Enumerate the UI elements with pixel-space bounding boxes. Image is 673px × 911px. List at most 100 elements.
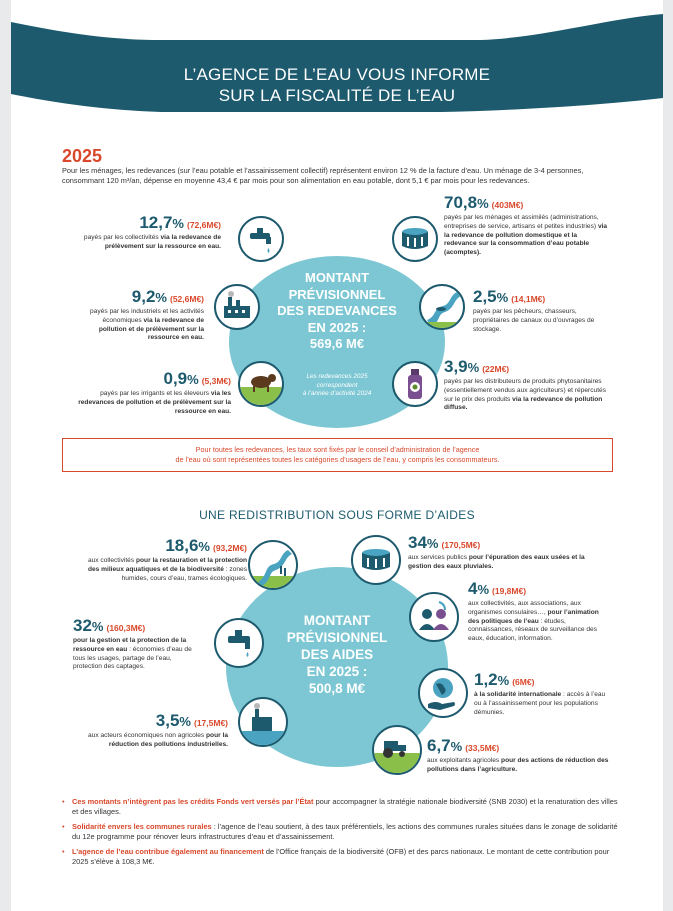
item-percent: 32 xyxy=(73,616,92,635)
item-percent: 34 xyxy=(408,533,427,552)
center-line: MONTANT xyxy=(304,270,370,285)
item-text-tail: : accès à l’eau ou à l’assainissement po… xyxy=(474,691,606,716)
item-percent: 3,9 xyxy=(444,357,468,376)
center-total: 500,8 M€ xyxy=(308,681,366,696)
redevances-center-text: MONTANT PRÉVISIONNEL DES REDEVANCES EN 2… xyxy=(229,270,445,353)
footnote-text: pour accompagner la stratégie nationale … xyxy=(72,797,618,816)
item-text-bold: pour l’animation des politiques de l’eau xyxy=(468,608,599,625)
item-text-tail: : études, connaissances, réseaux de surv… xyxy=(468,617,598,643)
item-amount: (72,6M€) xyxy=(186,220,221,230)
percent-sign: % xyxy=(477,582,490,597)
center-line: DES REDEVANCES xyxy=(277,303,397,318)
item-text: aux collectivités, aux associations, aux… xyxy=(468,600,581,616)
treatment-tank-icon xyxy=(351,535,401,585)
title-line-1: L’AGENCE DE L’EAU VOUS INFORME xyxy=(183,65,491,84)
pesticide-bottle-icon xyxy=(392,361,438,407)
river-restoration-icon xyxy=(248,540,298,590)
center-line: PRÉVISIONNEL xyxy=(286,630,388,645)
item-text: aux exploitants agricoles xyxy=(427,757,502,764)
footnote-item: • Ces montants n’intègrent pas les crédit… xyxy=(62,797,618,816)
center-total: 569,6 M€ xyxy=(309,336,365,351)
note-line: à l’année d’activité 2024 xyxy=(302,390,372,397)
item-percent: 18,6 xyxy=(165,536,199,555)
item-text: payés par les pêcheurs, chasseurs, propr… xyxy=(473,308,595,333)
note-line: Les redevances 2025 xyxy=(306,373,368,380)
aide-item-industriels: 3,5% (17,5M€) aux acteurs économiques non… xyxy=(73,712,228,750)
item-text-tail: : zones humides, cours d’eau, trames éco… xyxy=(121,565,247,582)
percent-sign: % xyxy=(450,739,463,754)
item-percent: 70,8 xyxy=(444,193,478,212)
banner-wave xyxy=(11,0,663,118)
item-percent: 4 xyxy=(468,579,478,598)
item-amount: (5,3M€) xyxy=(201,376,231,386)
item-percent: 2,5 xyxy=(473,287,497,306)
redevance-item-pecheurs: 2,5% (14,1M€) payés par les pêcheurs, cha… xyxy=(473,288,611,334)
globe-hand-icon xyxy=(418,668,468,718)
item-text: payés par les ménages et assimilés (admi… xyxy=(444,214,599,230)
year-heading: 2025 xyxy=(62,146,103,166)
item-text-bold: via la redevance de pollution et de prél… xyxy=(98,316,204,342)
item-amount: (6M€) xyxy=(512,677,535,687)
percent-sign: % xyxy=(496,290,509,305)
center-line: MONTANT xyxy=(303,613,371,628)
item-amount: (160,3M€) xyxy=(106,623,146,633)
item-amount: (14,1M€) xyxy=(511,294,546,304)
redevances-note: Les redevances 2025 correspondent à l’an… xyxy=(229,373,445,399)
note-line: correspondent xyxy=(316,381,358,389)
item-percent: 1,2 xyxy=(474,670,498,689)
aide-item-solidarite: 1,2% (6M€) à la solidarité internationale… xyxy=(474,671,611,717)
aide-item-animation: 4% (19,8M€) aux collectivités, aux associ… xyxy=(468,580,611,644)
footnote-item: • L’agence de l’eau contribue également a… xyxy=(62,847,610,866)
item-percent: 0,9 xyxy=(163,369,188,388)
item-amount: (93,2M€) xyxy=(212,543,247,553)
intro-text: Pour les ménages, les redevances (sur l’… xyxy=(62,166,584,186)
aides-section-title: UNE REDISTRIBUTION SOUS FORME D’AIDES xyxy=(199,508,475,522)
page: L’AGENCE DE L’EAU VOUS INFORME SUR LA FI… xyxy=(11,0,663,911)
percent-sign: % xyxy=(187,372,199,387)
item-text-bold: pour la gestion et la protection de la r… xyxy=(73,637,187,653)
item-amount: (17,5M€) xyxy=(193,718,228,728)
item-percent: 12,7 xyxy=(139,213,173,232)
item-text-bold: pour l’épuration des eaux usées et la ge… xyxy=(408,554,585,570)
redevance-item-irrigants: 0,9% (5,3M€) payés par les irrigants et l… xyxy=(73,370,231,416)
item-text: aux collectivités xyxy=(87,557,136,564)
aide-item-epuration: 34% (170,5M€) aux services publics pour l… xyxy=(408,534,608,572)
aide-item-agriculture: 6,7% (33,5M€) aux exploitants agricoles p… xyxy=(427,737,617,775)
fish-river-icon xyxy=(419,284,465,330)
aide-item-ressource: 32% (160,3M€) pour la gestion et la prote… xyxy=(73,617,201,672)
percent-sign: % xyxy=(91,619,104,634)
item-text-bold: via la redevance de pollution diffuse. xyxy=(444,395,603,412)
redevance-item-menages: 70,8% (403M€) payés par les ménages et as… xyxy=(444,194,610,258)
aide-item-milieux: 18,6% (93,2M€) aux collectivités pour la … xyxy=(77,537,247,583)
item-percent: 6,7 xyxy=(427,736,451,755)
percent-sign: % xyxy=(467,360,480,375)
item-text-tail: : économies d’eau de tous les usages, pa… xyxy=(73,645,192,671)
item-text: aux services publics xyxy=(408,554,469,561)
page-title: L’AGENCE DE L’EAU VOUS INFORME SUR LA FI… xyxy=(11,64,663,106)
water-tap-icon xyxy=(214,618,264,668)
redevance-item-industriels: 9,2% (52,6M€) payés par les industriels e… xyxy=(73,288,204,343)
percent-sign: % xyxy=(198,539,210,554)
notice-box: Pour toutes les redevances, les taux son… xyxy=(62,438,613,472)
item-text: payés par les collectivités xyxy=(83,234,161,241)
item-text-bold: via les redevances de pollution et de pr… xyxy=(78,390,231,415)
footnote-text: de l’Office français de la biodiversité … xyxy=(72,847,610,866)
item-text-bold: à la solidarité internationale xyxy=(474,691,562,698)
item-amount: (33,5M€) xyxy=(465,743,500,753)
tank-icon xyxy=(392,216,438,262)
item-text-bold: pour la réduction des pollutions industr… xyxy=(108,732,228,748)
item-text-bold: pour des actions de réduction des pollut… xyxy=(427,757,609,773)
industry-pollution-icon xyxy=(238,697,288,747)
percent-sign: % xyxy=(426,536,439,551)
item-amount: (403M€) xyxy=(491,200,524,210)
tractor-icon xyxy=(372,725,422,775)
item-percent: 9,2 xyxy=(131,287,156,306)
notice-line: Pour toutes les redevances, les taux son… xyxy=(195,445,480,454)
redevance-item-phyto: 3,9% (22M€) payés par les distributeurs d… xyxy=(444,358,610,413)
footnote-highlight: Solidarité envers les communes rurales xyxy=(72,822,212,831)
center-line: DES AIDES xyxy=(300,647,374,662)
footnote-highlight: Ces montants n’intègrent pas les crédits… xyxy=(72,797,314,806)
footnote-highlight: L’agence de l’eau contribue également au… xyxy=(72,847,264,856)
people-talk-icon xyxy=(409,592,459,642)
title-line-2: SUR LA FISCALITÉ DE L’EAU xyxy=(218,86,456,105)
